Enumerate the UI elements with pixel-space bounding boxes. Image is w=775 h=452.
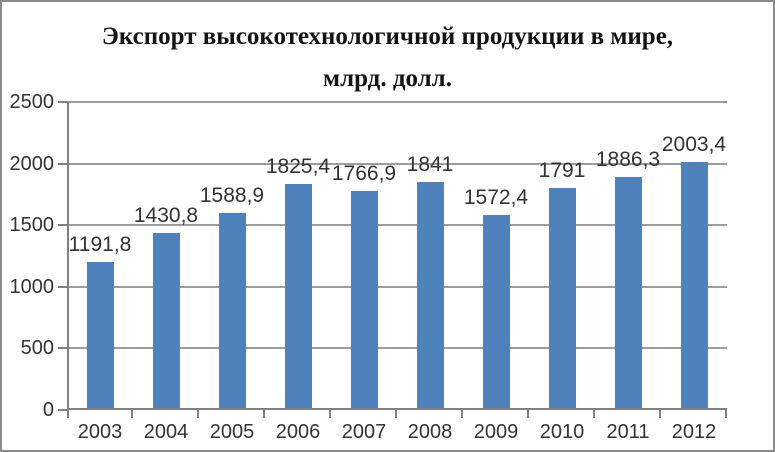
bar-2009 [482,215,510,409]
x-tick-mark-8 [593,410,595,418]
y-axis-label-2000: 2000 [9,152,55,175]
value-label-2009: 1572,4 [463,186,529,210]
x-axis-label-2008: 2008 [407,421,453,443]
x-axis-label-2012: 2012 [671,421,717,443]
gridline-1500 [67,224,727,227]
value-label-2005: 1588,9 [199,184,265,208]
x-tick-mark-0 [67,410,69,418]
chart-title-line1: Экспорт высокотехнологичной продукции в … [101,23,674,50]
x-tick-mark-10 [725,410,727,418]
x-tick-mark-6 [461,410,463,418]
y-axis-line [67,102,69,410]
x-axis-line [67,408,727,410]
x-axis-label-2009: 2009 [473,421,519,443]
y-axis-label-500: 500 [20,337,54,360]
x-tick-mark-9 [659,410,661,418]
y-tick-mark-2500 [58,101,67,103]
y-tick-mark-500 [58,347,67,350]
bar-2003 [86,262,114,409]
x-axis-label-2006: 2006 [275,421,321,443]
value-label-2003: 1191,8 [68,233,132,257]
value-label-2012: 2003,4 [661,133,727,157]
y-axis-label-0: 0 [42,399,54,421]
x-axis-label-2007: 2007 [341,421,387,443]
x-axis-label-2004: 2004 [143,421,189,443]
value-label-2011: 1886,3 [595,147,661,171]
x-tick-mark-5 [395,410,397,418]
value-label-2008: 1841 [406,153,454,177]
x-tick-mark-2 [197,410,199,418]
gridline-2000 [67,162,727,165]
y-tick-mark-1500 [58,224,67,227]
value-label-2006: 1825,4 [265,155,331,179]
y-axis-label-1500: 1500 [9,214,55,237]
bar-2012 [680,162,708,409]
value-label-2004: 1430,8 [133,203,199,227]
gridline-2500 [67,101,727,103]
bar-2010 [548,188,576,409]
bar-2007 [350,191,378,409]
x-tick-mark-4 [329,410,331,418]
bar-2004 [152,232,180,409]
x-axis-label-2011: 2011 [606,421,650,443]
x-tick-mark-1 [131,410,133,418]
bar-2008 [416,182,444,409]
gridline-500 [67,347,727,350]
chart-title-line2: млрд. долл. [323,65,452,92]
value-label-2007: 1766,9 [331,162,397,186]
y-axis-label-1000: 1000 [9,275,55,298]
plot-area: 0 500 1000 1500 2000 2500 1191,8 2003 1430,8 2004… [10,91,727,443]
y-tick-mark-1000 [58,285,67,288]
x-tick-mark-3 [263,410,265,418]
bar-2011 [614,176,642,409]
x-axis-label-2003: 2003 [77,421,123,443]
y-tick-mark-2000 [58,162,67,165]
bar-2006 [284,184,312,409]
x-axis-label-2010: 2010 [539,421,585,443]
y-axis-label-2500: 2500 [9,91,55,113]
x-axis-label-2005: 2005 [209,421,255,443]
value-label-2010: 1791 [538,159,586,183]
bar-2005 [218,213,246,409]
x-tick-mark-7 [527,410,529,418]
chart-title: Экспорт высокотехнологичной продукции в … [2,16,773,100]
gridline-1000 [67,285,727,288]
y-tick-mark-0 [58,409,67,411]
